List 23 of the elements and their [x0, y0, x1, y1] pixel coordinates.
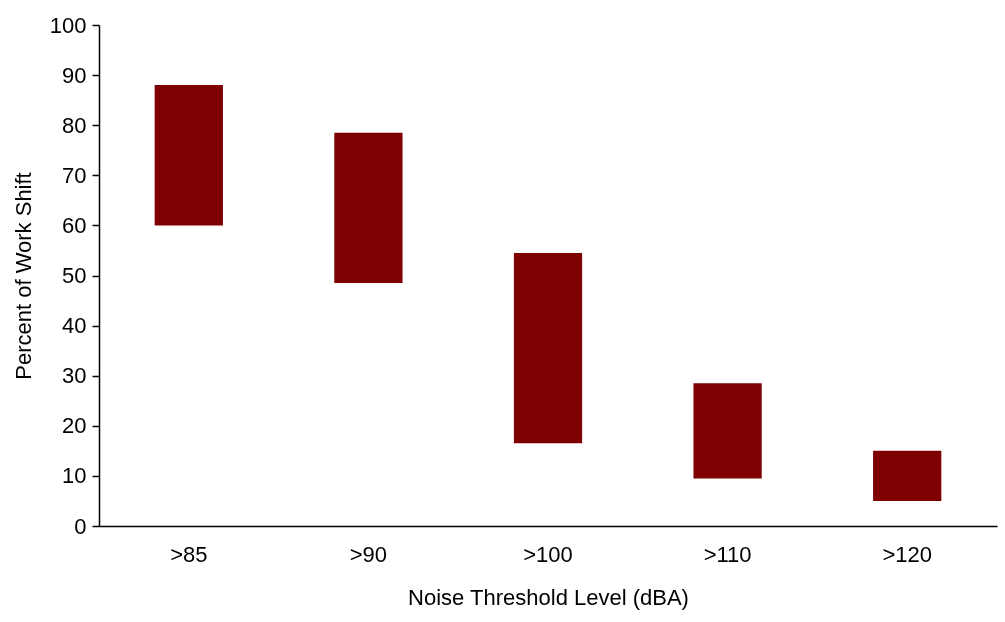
y-tick-label: 10 — [62, 463, 87, 489]
y-axis-title: Percent of Work Shift — [10, 172, 36, 380]
y-tick-label: 100 — [49, 12, 87, 38]
y-tick-label: 40 — [62, 313, 87, 339]
y-tick-label: 60 — [62, 212, 87, 238]
y-tick-label: 30 — [62, 363, 87, 389]
y-tick-label: 50 — [62, 263, 87, 288]
y-tick-label: 70 — [62, 162, 87, 188]
x-tick-label: >110 — [703, 541, 752, 567]
bar — [873, 450, 942, 501]
x-axis-title: Noise Threshold Level (dBA) — [408, 584, 689, 610]
bar — [154, 85, 223, 226]
x-tick-label: >90 — [349, 541, 388, 567]
x-tick-label: >120 — [882, 541, 932, 567]
bar — [693, 383, 762, 479]
bar — [334, 132, 403, 284]
y-tick-label: 20 — [62, 413, 87, 439]
x-tick-label: >85 — [170, 541, 208, 567]
y-tick-label: 0 — [74, 513, 87, 539]
y-tick-label: 90 — [62, 62, 87, 88]
bar — [513, 252, 583, 444]
y-tick-label: 80 — [62, 112, 87, 138]
x-tick-label: >100 — [523, 541, 573, 567]
